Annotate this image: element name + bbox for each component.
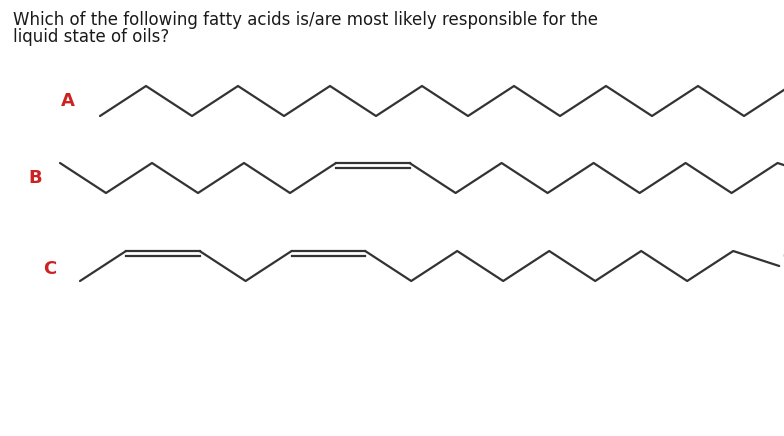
Text: C: C (43, 260, 56, 278)
Text: Which of the following fatty acids is/are most likely responsible for the: Which of the following fatty acids is/ar… (13, 11, 598, 29)
Text: A: A (61, 92, 75, 110)
Text: B: B (28, 169, 42, 187)
Text: liquid state of oils?: liquid state of oils? (13, 28, 169, 46)
Text: COOH: COOH (782, 249, 784, 262)
